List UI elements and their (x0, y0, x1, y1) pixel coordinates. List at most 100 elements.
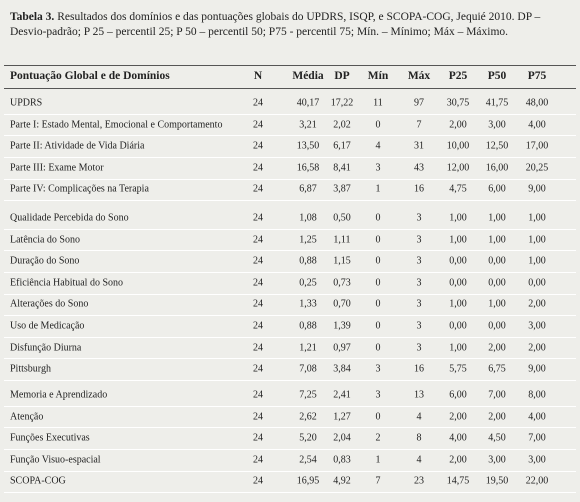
row-label: Parte II: Atividade de Vida Diária (10, 140, 145, 152)
row-label: UPDRS (10, 97, 43, 109)
caption-label: Tabela 3. (10, 11, 55, 23)
cell-value: 3 (375, 363, 381, 375)
cell-value: 1,21 (299, 342, 317, 354)
cell-value: 2 (375, 432, 381, 444)
cell-value: 1,00 (449, 234, 467, 246)
cell-value: 4,75 (449, 183, 467, 195)
cell-value: 1,25 (299, 234, 317, 246)
rule (4, 65, 576, 66)
cell-value: 3 (416, 212, 422, 224)
cell-value: 0,70 (333, 298, 351, 310)
cell-value: 2,62 (299, 411, 317, 423)
cell-value: 3 (416, 255, 422, 267)
cell-value: 0,00 (488, 255, 506, 267)
row-separator (4, 449, 576, 450)
cell-value: 30,75 (446, 97, 470, 109)
cell-value: 24 (253, 320, 263, 332)
cell-value: 1,08 (299, 212, 317, 224)
row-separator (4, 200, 576, 202)
row-label: Duração do Sono (10, 255, 80, 267)
cell-value: 3,00 (488, 454, 506, 466)
cell-value: 0 (375, 342, 381, 354)
cell-value: 0 (375, 212, 381, 224)
cell-value: 1,00 (449, 212, 467, 224)
cell-value: 24 (253, 432, 263, 444)
cell-value: 3 (416, 298, 422, 310)
header-cell: P25 (448, 70, 468, 82)
row-label: Funções Executivas (10, 432, 90, 444)
row-separator (4, 157, 576, 158)
cell-value: 24 (253, 183, 263, 195)
cell-value: 2,54 (299, 454, 317, 466)
row-label: Uso de Medicação (10, 320, 85, 332)
cell-value: 24 (253, 234, 263, 246)
cell-value: 24 (253, 298, 263, 310)
cell-value: 0,83 (333, 454, 351, 466)
cell-value: 1 (375, 183, 381, 195)
cell-value: 7,08 (299, 363, 317, 375)
cell-value: 43 (414, 162, 424, 174)
cell-value: 3,87 (333, 183, 351, 195)
cell-value: 24 (253, 140, 263, 152)
cell-value: 7,25 (299, 389, 317, 401)
row-label: Função Visuo-espacial (10, 454, 101, 466)
cell-value: 17,00 (525, 140, 549, 152)
cell-value: 4,00 (449, 432, 467, 444)
row-label: Parte III: Exame Motor (10, 162, 104, 174)
cell-value: 0 (375, 119, 381, 131)
cell-value: 16,00 (485, 162, 509, 174)
row-separator (4, 405, 576, 407)
cell-value: 24 (253, 277, 263, 289)
cell-value: 0,00 (488, 320, 506, 332)
row-label: Alterações do Sono (10, 298, 89, 310)
cell-value: 13 (414, 389, 424, 401)
cell-value: 24 (253, 212, 263, 224)
row-separator (4, 250, 576, 252)
row-separator (4, 470, 576, 472)
cell-value: 2,00 (488, 342, 506, 354)
cell-value: 0,00 (449, 255, 467, 267)
row-separator (4, 228, 576, 230)
cell-value: 0,00 (449, 277, 467, 289)
cell-value: 24 (253, 389, 263, 401)
row-label: Qualidade Percebida do Sono (10, 212, 129, 224)
row-label: Parte IV: Complicações na Terapia (10, 183, 149, 195)
cell-value: 0,00 (488, 277, 506, 289)
cell-value: 11 (373, 97, 383, 109)
cell-value: 3 (416, 342, 422, 354)
cell-value: 1,11 (333, 234, 351, 246)
cell-value: 24 (253, 342, 263, 354)
cell-value: 14,75 (446, 475, 470, 487)
cell-value: 2,00 (449, 411, 467, 423)
cell-value: 1,00 (528, 234, 546, 246)
row-separator (4, 358, 576, 360)
cell-value: 6,00 (488, 183, 506, 195)
row-separator (4, 135, 576, 137)
cell-value: 97 (414, 97, 424, 109)
cell-value: 0,73 (333, 277, 351, 289)
cell-value: 2,02 (333, 119, 351, 131)
row-label: Atenção (10, 411, 44, 423)
caption: Tabela 3. Resultados dos domínios e das … (10, 10, 570, 40)
header-cell: DP (334, 70, 350, 82)
cell-value: 23 (414, 475, 424, 487)
cell-value: 5,75 (449, 363, 467, 375)
cell-value: 41,75 (485, 97, 509, 109)
cell-value: 9,00 (528, 363, 546, 375)
cell-value: 24 (253, 255, 263, 267)
cell-value: 1,00 (488, 298, 506, 310)
cell-value: 0 (375, 255, 381, 267)
cell-value: 9,00 (528, 183, 546, 195)
cell-value: 1,00 (528, 255, 546, 267)
cell-value: 0,25 (299, 277, 317, 289)
cell-value: 1,39 (333, 320, 351, 332)
cell-value: 3 (375, 389, 381, 401)
cell-value: 31 (414, 140, 424, 152)
cell-value: 7 (375, 475, 381, 487)
header-cell: Pontuação Global e de Domínios (10, 70, 170, 82)
row-separator (4, 272, 576, 273)
cell-value: 0,00 (449, 320, 467, 332)
cell-value: 17,22 (330, 97, 354, 109)
cell-value: 12,50 (485, 140, 509, 152)
row-separator (4, 293, 576, 295)
